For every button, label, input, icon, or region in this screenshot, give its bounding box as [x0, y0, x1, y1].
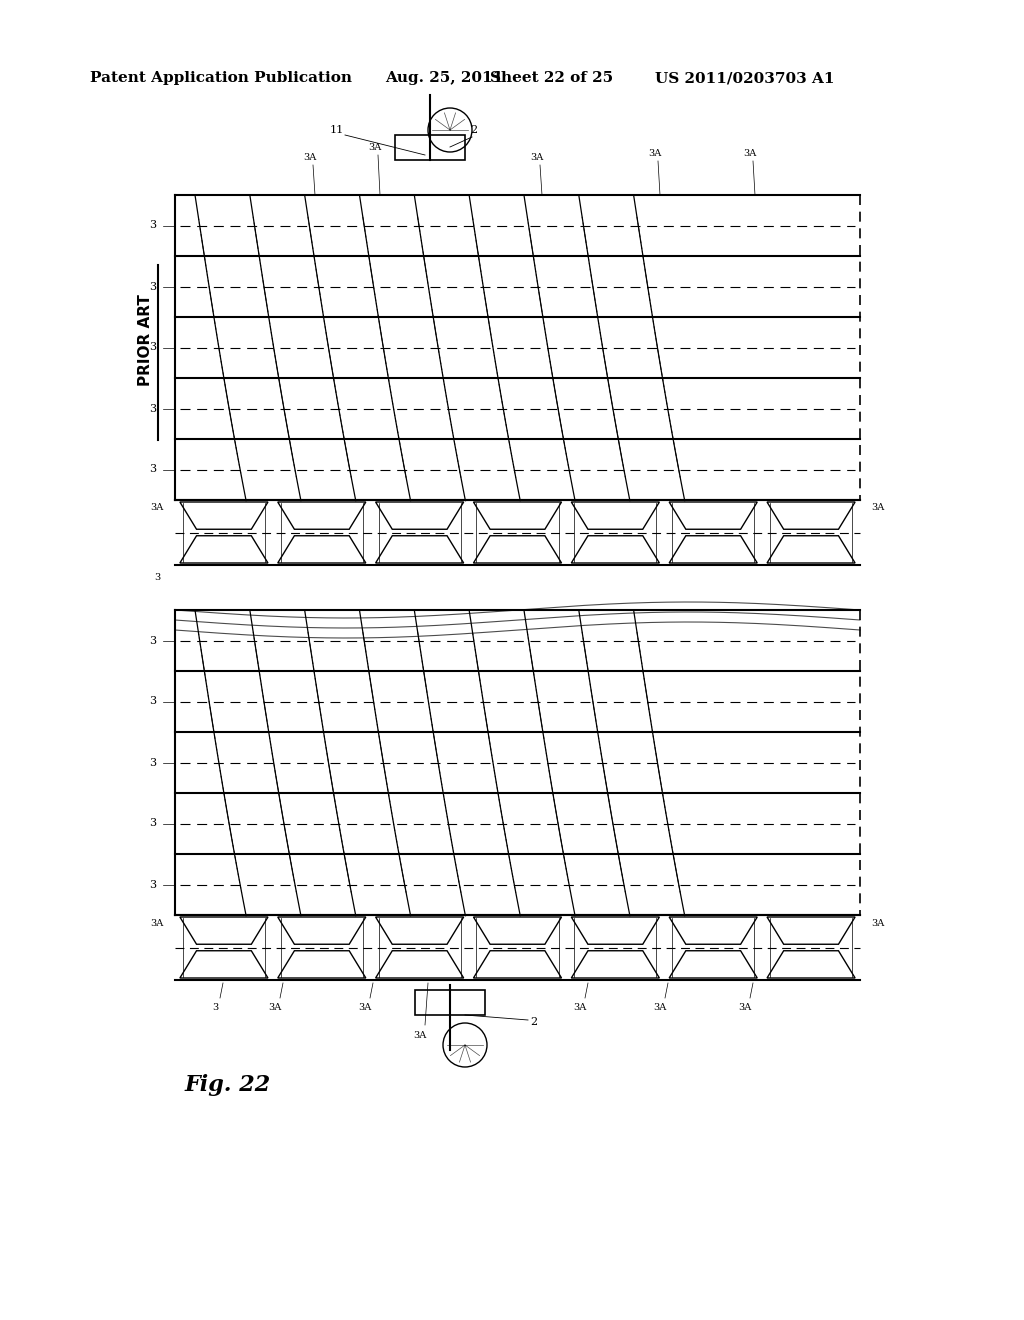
Text: 3: 3 — [150, 758, 157, 767]
Text: 3A: 3A — [871, 503, 885, 512]
Text: 3A: 3A — [573, 1003, 587, 1012]
Text: 3A: 3A — [530, 153, 544, 161]
Text: 3A: 3A — [653, 1003, 667, 1012]
Text: 3: 3 — [150, 818, 157, 829]
Text: 3A: 3A — [268, 1003, 282, 1012]
Text: 11: 11 — [330, 125, 344, 135]
Text: 3A: 3A — [151, 503, 164, 512]
Text: 3A: 3A — [369, 143, 382, 152]
Text: 3: 3 — [150, 281, 157, 292]
Text: Patent Application Publication: Patent Application Publication — [90, 71, 352, 84]
Bar — [415, 990, 485, 1015]
Text: 3: 3 — [150, 879, 157, 890]
Text: 3: 3 — [150, 404, 157, 413]
Text: Aug. 25, 2011: Aug. 25, 2011 — [385, 71, 503, 84]
Text: Fig. 22: Fig. 22 — [185, 1074, 271, 1096]
Text: 3A: 3A — [414, 1031, 427, 1040]
Text: 2: 2 — [530, 1016, 538, 1027]
Bar — [395, 135, 465, 160]
Text: 3A: 3A — [358, 1003, 372, 1012]
Text: 3: 3 — [150, 342, 157, 352]
Text: Sheet 22 of 25: Sheet 22 of 25 — [490, 71, 613, 84]
Text: 3: 3 — [150, 465, 157, 474]
Text: 3A: 3A — [151, 919, 164, 928]
Text: PRIOR ART: PRIOR ART — [137, 294, 153, 385]
Text: 3A: 3A — [871, 919, 885, 928]
Text: 3: 3 — [150, 220, 157, 231]
Text: 3: 3 — [154, 573, 160, 582]
Text: US 2011/0203703 A1: US 2011/0203703 A1 — [655, 71, 835, 84]
Text: 3: 3 — [212, 1003, 218, 1012]
Text: 3: 3 — [150, 697, 157, 706]
Text: 2: 2 — [470, 125, 477, 135]
Text: 3: 3 — [150, 635, 157, 645]
Text: 3A: 3A — [303, 153, 316, 161]
Text: 3A: 3A — [743, 149, 757, 157]
Text: 3A: 3A — [648, 149, 662, 157]
Text: 3A: 3A — [738, 1003, 752, 1012]
